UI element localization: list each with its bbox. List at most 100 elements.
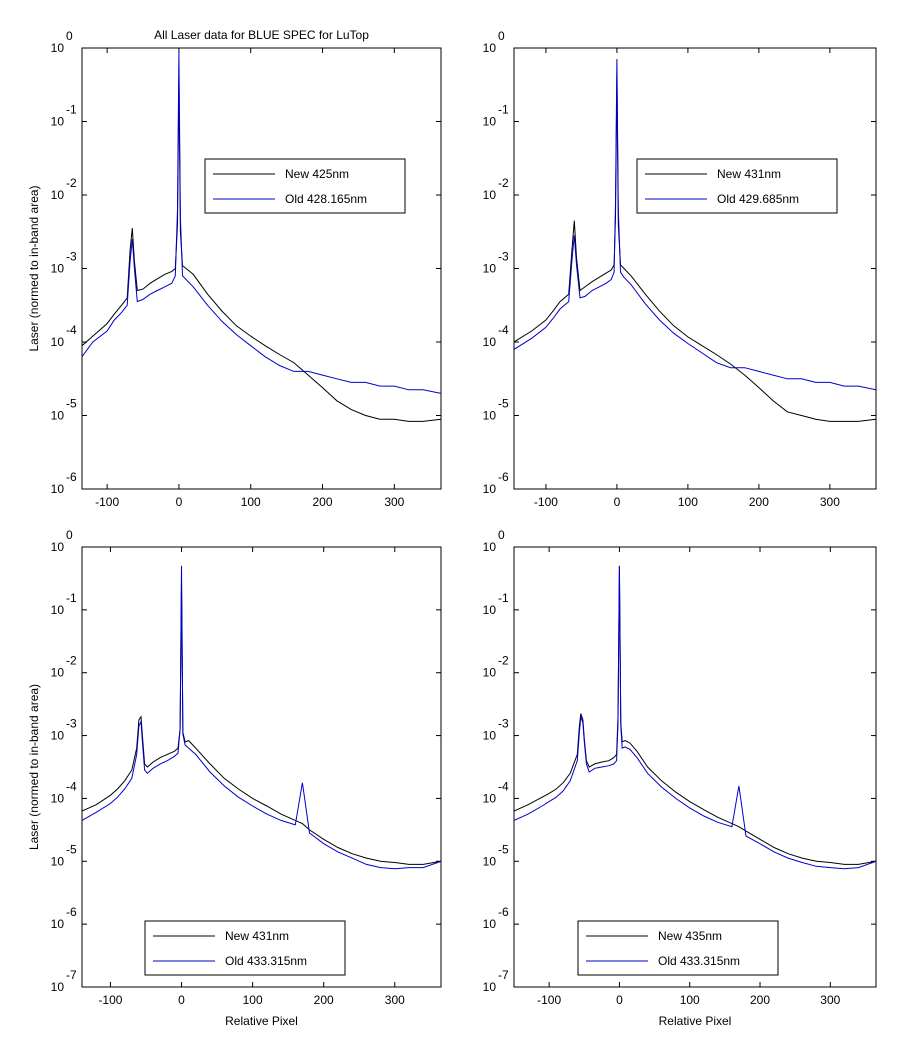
plot-frame: [81, 546, 442, 988]
legend-box: [204, 158, 406, 214]
y-tick-label-base: 10: [51, 540, 65, 554]
x-tick-label: 300: [385, 993, 405, 1007]
x-tick-label: -100: [534, 495, 558, 509]
y-tick-label-exponent: -6: [498, 470, 509, 484]
y-tick-label-exponent: -5: [498, 842, 509, 856]
y-tick-label-base: 10: [483, 791, 497, 805]
y-tick-label-base: 10: [483, 409, 497, 423]
y-tick-label-exponent: -1: [66, 103, 77, 117]
legend-entry: New 435nm: [658, 929, 722, 943]
legend-entry: Old 429.685nm: [717, 192, 799, 206]
y-tick-label-exponent: -2: [66, 176, 77, 190]
x-tick-label: 200: [314, 993, 334, 1007]
y-tick-label-exponent: -6: [498, 905, 509, 919]
y-tick-label-exponent: -7: [498, 968, 509, 982]
legend-entry: New 431nm: [717, 167, 781, 181]
series-line-old: [514, 565, 876, 870]
y-axis-label: Laser (normed to in-band area): [27, 185, 41, 351]
y-tick-label-exponent: -2: [498, 176, 509, 190]
y-tick-label-exponent: -3: [66, 717, 77, 731]
legend-entry: New 431nm: [225, 929, 289, 943]
y-tick-label-base: 10: [483, 335, 497, 349]
y-tick-label-exponent: -1: [498, 103, 509, 117]
y-tick-label-exponent: -5: [66, 842, 77, 856]
y-tick-label-base: 10: [483, 980, 497, 994]
x-tick-label: 300: [820, 495, 840, 509]
x-axis-label: Relative Pixel: [659, 1014, 732, 1028]
y-tick-label-base: 10: [51, 666, 65, 680]
legend-entry: New 425nm: [285, 167, 349, 181]
y-tick-label-exponent: -3: [66, 250, 77, 264]
y-tick-label-base: 10: [483, 482, 497, 496]
y-tick-label-base: 10: [483, 540, 497, 554]
x-tick-label: -100: [537, 993, 561, 1007]
chart-4: -100 0 100 200 30010010-110-210-310-410-510-…: [483, 528, 877, 1028]
y-tick-label-exponent: -1: [66, 591, 77, 605]
y-tick-label-exponent: -2: [498, 654, 509, 668]
x-tick-label: 0: [616, 993, 623, 1007]
y-tick-label-base: 10: [51, 335, 65, 349]
y-tick-label-base: 10: [483, 188, 497, 202]
plot-frame: [81, 47, 442, 490]
chart-1: -100 0 100 200 30010010-110-210-310-410-510-…: [27, 28, 442, 509]
x-tick-label: 100: [241, 495, 261, 509]
legend: New 431nm Old 429.685nm: [636, 158, 838, 214]
x-tick-label: -100: [95, 495, 119, 509]
y-tick-label-base: 10: [51, 854, 65, 868]
x-tick-label: 100: [678, 495, 698, 509]
series-line-old: [82, 51, 441, 394]
y-tick-label-base: 10: [51, 980, 65, 994]
x-tick-label: 300: [384, 495, 404, 509]
y-tick-label-exponent: -5: [66, 397, 77, 411]
y-tick-label-exponent: -6: [66, 905, 77, 919]
y-tick-label-base: 10: [483, 41, 497, 55]
chart-2: -100 0 100 200 30010010-110-210-310-410-510-…: [483, 29, 877, 509]
series-line-old: [82, 565, 441, 870]
legend: New 431nm Old 433.315nm: [144, 920, 346, 976]
y-tick-label-exponent: 0: [498, 29, 505, 43]
plot-frame: [513, 47, 877, 490]
y-tick-label-base: 10: [51, 917, 65, 931]
y-tick-label-exponent: -3: [498, 717, 509, 731]
x-tick-label: 200: [749, 495, 769, 509]
y-tick-label-base: 10: [51, 603, 65, 617]
x-tick-label: 0: [614, 495, 621, 509]
legend-entry: Old 428.165nm: [285, 192, 367, 206]
legend-box: [144, 920, 346, 976]
y-tick-label-base: 10: [483, 854, 497, 868]
y-tick-label-base: 10: [51, 188, 65, 202]
x-tick-label: 100: [243, 993, 263, 1007]
y-tick-label-exponent: -3: [498, 250, 509, 264]
y-tick-label-base: 10: [483, 917, 497, 931]
x-tick-label: 0: [178, 993, 185, 1007]
series-line-old: [514, 58, 876, 391]
legend-entry: Old 433.315nm: [225, 954, 307, 968]
chart-title: All Laser data for BLUE SPEC for LuTop: [154, 28, 369, 42]
y-tick-label-base: 10: [483, 729, 497, 743]
y-tick-label-exponent: 0: [498, 528, 505, 542]
y-tick-label-base: 10: [483, 262, 497, 276]
legend-entry: Old 433.315nm: [658, 954, 740, 968]
y-tick-label-exponent: -4: [66, 323, 77, 337]
y-tick-label-exponent: -4: [498, 779, 509, 793]
x-tick-label: 100: [680, 993, 700, 1007]
y-tick-label-exponent: -2: [66, 654, 77, 668]
y-tick-label-exponent: -4: [66, 779, 77, 793]
x-tick-label: 300: [820, 993, 840, 1007]
plot-frame: [513, 546, 877, 988]
y-tick-label-exponent: -5: [498, 397, 509, 411]
legend-box: [636, 158, 838, 214]
x-tick-label: 0: [176, 495, 183, 509]
y-tick-label-base: 10: [483, 666, 497, 680]
y-tick-label-base: 10: [51, 115, 65, 129]
y-tick-label-base: 10: [51, 262, 65, 276]
y-axis-label: Laser (normed to in-band area): [27, 684, 41, 850]
y-tick-label-base: 10: [51, 482, 65, 496]
y-tick-label-base: 10: [51, 729, 65, 743]
y-tick-label-exponent: -7: [66, 968, 77, 982]
y-tick-label-base: 10: [483, 603, 497, 617]
y-tick-label-base: 10: [51, 409, 65, 423]
x-tick-label: 200: [750, 993, 770, 1007]
y-tick-label-base: 10: [51, 791, 65, 805]
